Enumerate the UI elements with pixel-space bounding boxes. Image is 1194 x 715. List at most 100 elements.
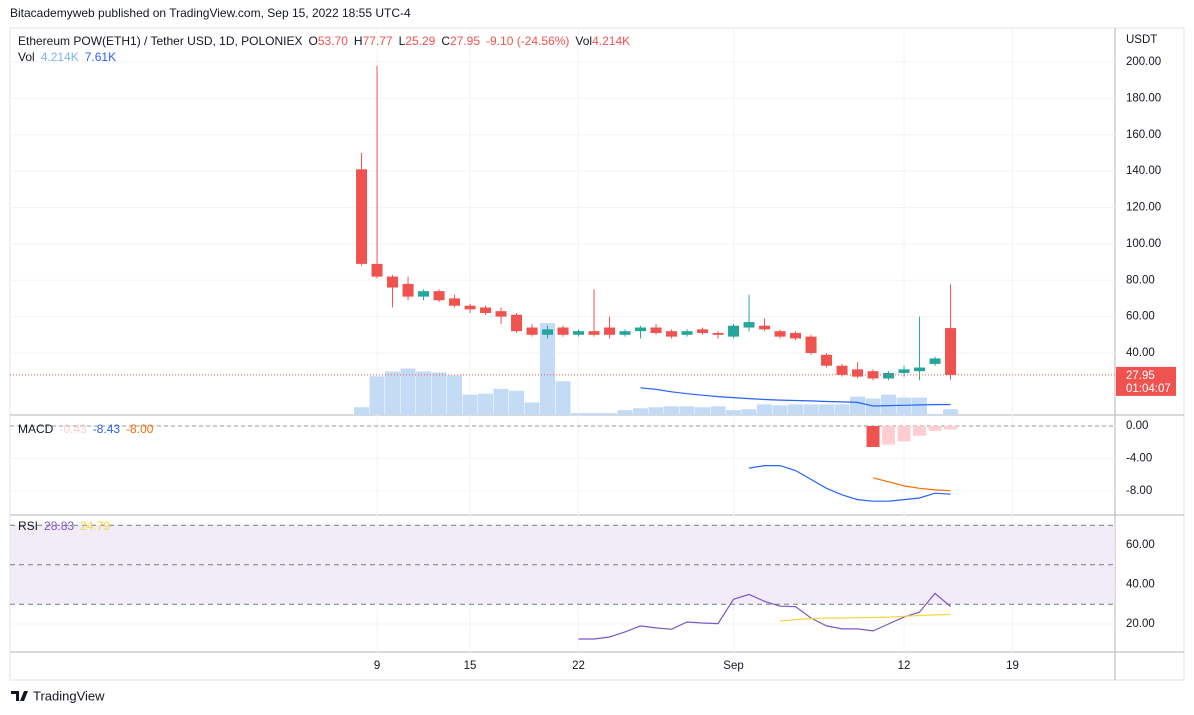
y-tick-label: 80.00 [1126,274,1155,286]
y-tick-label: 140.00 [1126,165,1161,177]
candle-body [449,298,461,306]
candle-body [929,358,941,364]
macd-histogram-bar [913,426,927,436]
volume-bar [695,407,711,415]
legend-title: Ethereum POW(ETH1) / Tether USD, 1D, POL… [18,34,303,48]
legend-key: C [441,34,450,48]
candle-body [464,305,476,310]
y-axis-label: USDT [1126,34,1157,46]
legend-value: 4.214K [41,50,79,64]
candle-body [573,331,585,335]
last-price-label: 27.95 [1126,370,1155,382]
volume-ma-line [640,387,951,407]
macd-line [748,465,951,502]
candle-body [728,325,740,337]
candle-body [480,307,492,313]
marks [10,65,1115,640]
volume-bar [431,372,447,415]
rsi-line [578,592,951,640]
legend: MACD -0.43 -8.43 -8.00 [18,422,154,436]
volume-bar [772,405,788,415]
y-tick-label: 180.00 [1126,92,1161,104]
y-tick-label: 60.00 [1126,539,1155,551]
legend-value: 28.83 [44,519,74,533]
candle-body [898,369,910,373]
footer: TradingView [33,688,105,703]
legend-value: 4.214K [592,34,630,48]
candle-body [433,291,445,301]
candle-body [712,332,724,335]
candle-body [356,169,368,264]
x-tick-label: Sep [723,660,743,672]
candle-body [759,325,771,330]
candle-body [526,327,538,335]
candle-body [511,314,523,332]
legend-value: -0.43 [59,422,87,436]
volume-bar [509,390,525,415]
legend-value: -8.43 [93,422,121,436]
volume-bar [462,394,478,415]
candle-body [697,329,709,333]
macd-histogram-bar [897,426,911,442]
legend-key: L [399,34,406,48]
legend-key: O [309,34,318,48]
volume-bar [555,381,571,415]
candle-body [945,328,957,375]
volume-bar [648,407,664,415]
legend-key: H [354,34,363,48]
candle-body [542,329,554,335]
volume-bar [710,406,726,415]
y-tick-label: 60.00 [1126,311,1155,323]
candle-body [418,291,430,297]
candle-body [371,263,383,277]
volume-bar [369,376,385,415]
candle-body [635,327,647,332]
volume-bar [726,410,742,415]
legend-value: 27.95 [450,34,480,48]
candle-body [604,327,616,335]
frame [9,27,1185,681]
y-tick-label: -8.00 [1126,485,1152,497]
volume-bar [633,408,649,415]
rsi-line [779,613,951,622]
candle-body [402,283,414,297]
volume-bar [881,394,897,415]
legend: RSI 28.83 24.79 [18,519,110,533]
logo-icon [11,691,28,701]
y-tick-label: 40.00 [1126,347,1155,359]
candle-body [790,332,802,339]
candle-body [867,371,879,379]
volume-bar [664,406,680,415]
volume-bar [819,404,835,415]
candle-body [681,331,693,335]
volume-bar [493,388,509,415]
legend-value: 7.61K [85,50,116,64]
candle-body [852,369,864,377]
logo [11,691,28,701]
y-tick-label: 100.00 [1126,238,1161,250]
macd-histogram-bar [866,426,880,448]
x-tick-label: 22 [572,660,585,672]
volume-bar [478,393,494,415]
volume-bar [912,397,928,415]
volume-bar [400,368,416,415]
legend-key: Vol [575,34,592,48]
volume-bar [927,414,943,415]
volume-bar [943,409,959,415]
x-tick-label: 19 [1006,660,1019,672]
legend-value: 77.77 [363,34,393,48]
volume-bar [385,371,401,415]
volume-bar [416,371,432,415]
legend-title: MACD [18,422,54,436]
volume-bar [679,406,695,415]
volume-bar [788,404,804,415]
legend-value: -8.00 [126,422,154,436]
countdown: 01:04:07 [1126,383,1171,395]
candle-body [743,322,755,328]
y-tick-label: 0.00 [1126,420,1148,432]
legend-value: 53.70 [318,34,348,48]
legend-value: 25.29 [405,34,435,48]
legend-title: RSI [18,519,38,533]
candle-body [821,354,833,366]
